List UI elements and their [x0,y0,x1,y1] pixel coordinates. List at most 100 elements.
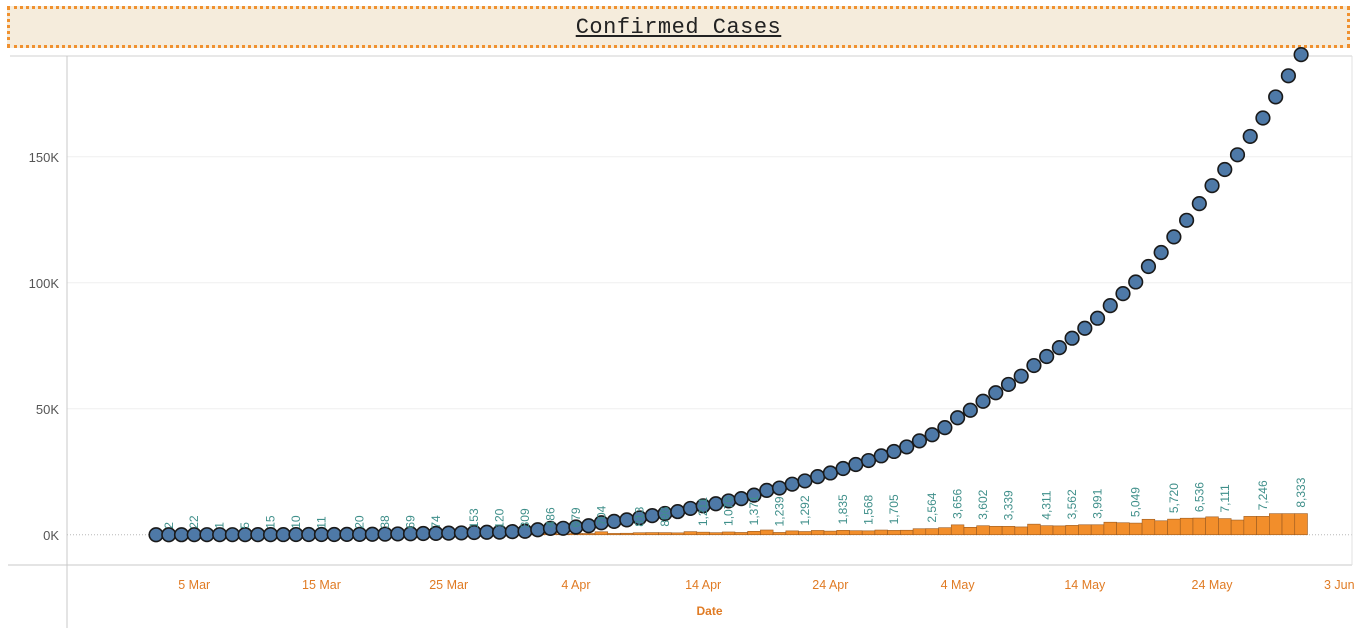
cumulative-point [301,526,317,543]
daily-bar [1218,518,1232,536]
cumulative-point [848,456,864,473]
bar-value-label: 15 [264,515,278,529]
cumulative-point [1191,196,1207,212]
daily-bar [1039,525,1054,536]
bar-value-label: 4,311 [1040,490,1054,519]
cumulative-point [1089,310,1106,326]
cumulative-point [250,527,266,543]
cumulative-point [962,402,978,418]
daily-bar [963,526,977,536]
bar-value-label: 2 [162,522,176,529]
daily-bar [1281,513,1296,536]
daily-bar [1116,522,1130,536]
cumulative-point [1217,161,1233,178]
daily-bar [1141,518,1156,536]
daily-bar [798,531,812,536]
cumulative-point [759,482,775,498]
daily-bar [1167,518,1181,536]
x-tick-label: 14 May [1064,578,1106,592]
daily-bar [734,532,748,536]
daily-bar [772,532,787,536]
cumulative-point [606,513,622,529]
daily-bar [594,531,609,536]
daily-bar [683,531,698,536]
cumulative-point [1000,376,1017,393]
x-tick-label: 3 Jun [1324,578,1355,592]
daily-bar [1001,526,1016,536]
x-tick-label: 25 Mar [429,578,468,592]
bar-value-label: 153 [467,508,481,528]
daily-bar [1103,521,1117,536]
cumulative-point [899,439,915,455]
bar-value-label: 5 [238,522,252,529]
cumulative-point [212,527,228,543]
bar-value-label: 8,333 [1294,477,1308,507]
cumulative-point [873,448,889,464]
daily-bar [836,530,850,536]
cumulative-point [148,527,164,543]
bar-value-label: 1,076 [722,496,736,526]
daily-bar [721,531,736,536]
cumulative-point [1051,339,1067,356]
bar-value-label: 896 [658,506,672,526]
bar-value-label: 486 [543,507,557,527]
daily-bar [861,530,876,536]
cumulative-point [797,473,813,489]
bar-value-label: 3,562 [1065,489,1079,519]
daily-bar [645,532,659,536]
cumulative-point [937,420,953,436]
bar-value-label: 3,991 [1091,488,1105,518]
chart-title: Confirmed Cases [575,14,782,40]
x-tick-label: 5 Mar [178,578,210,592]
cumulative-point [288,526,304,543]
cumulative-point [1153,244,1169,261]
cumulative-point [1179,212,1195,228]
bar-value-label: 1,835 [836,494,850,524]
bar-value-label: 69 [404,515,418,529]
daily-bar [1090,524,1105,536]
bar-value-label: 3,602 [976,489,990,519]
cumulative-point [1255,110,1271,126]
cumulative-point [771,480,788,496]
daily-bar [989,525,1003,536]
daily-bar [620,532,634,536]
cumulative-points [148,47,1309,543]
bar-value-label: 7,111 [1218,484,1232,513]
y-tick-label: 150K [29,150,60,165]
bar-value-label: 10 [289,515,303,529]
cumulative-point [224,527,240,543]
cumulative-point [1229,147,1246,163]
bar-value-label: 38 [378,515,392,529]
x-tick-label: 14 Apr [685,578,721,592]
daily-bar [874,529,888,536]
cumulative-point [1268,89,1284,105]
y-tick-label: 100K [29,276,60,291]
daily-bar [1065,525,1079,536]
y-tick-label: 50K [36,402,59,417]
bar-value-label: 3,339 [1001,490,1015,520]
bar-value-label: 1,239 [772,496,786,526]
bar-value-label: 679 [569,507,583,527]
cumulative-point [1115,286,1131,302]
daily-bar [912,528,927,536]
cumulative-point [810,469,826,485]
daily-bar [581,533,596,536]
x-tick-label: 4 Apr [561,578,590,592]
axes [8,55,1353,628]
bar-value-label: 74 [429,515,443,529]
daily-bar [887,530,901,536]
daily-bar [1269,513,1283,536]
daily-bar [1027,523,1041,536]
bar-value-label: 11 [314,516,328,529]
cumulative-point [746,487,762,503]
cumulative-point [173,527,190,543]
chart-title-bar: Confirmed Cases [7,6,1350,48]
cumulative-point [275,526,291,543]
cumulative-point [326,526,342,543]
bar-value-label: 704 [594,505,608,525]
cumulative-point [186,527,202,543]
bar-value-label: 309 [518,508,532,528]
bar-value-label: 2,564 [925,492,939,522]
cumulative-point [441,525,457,541]
